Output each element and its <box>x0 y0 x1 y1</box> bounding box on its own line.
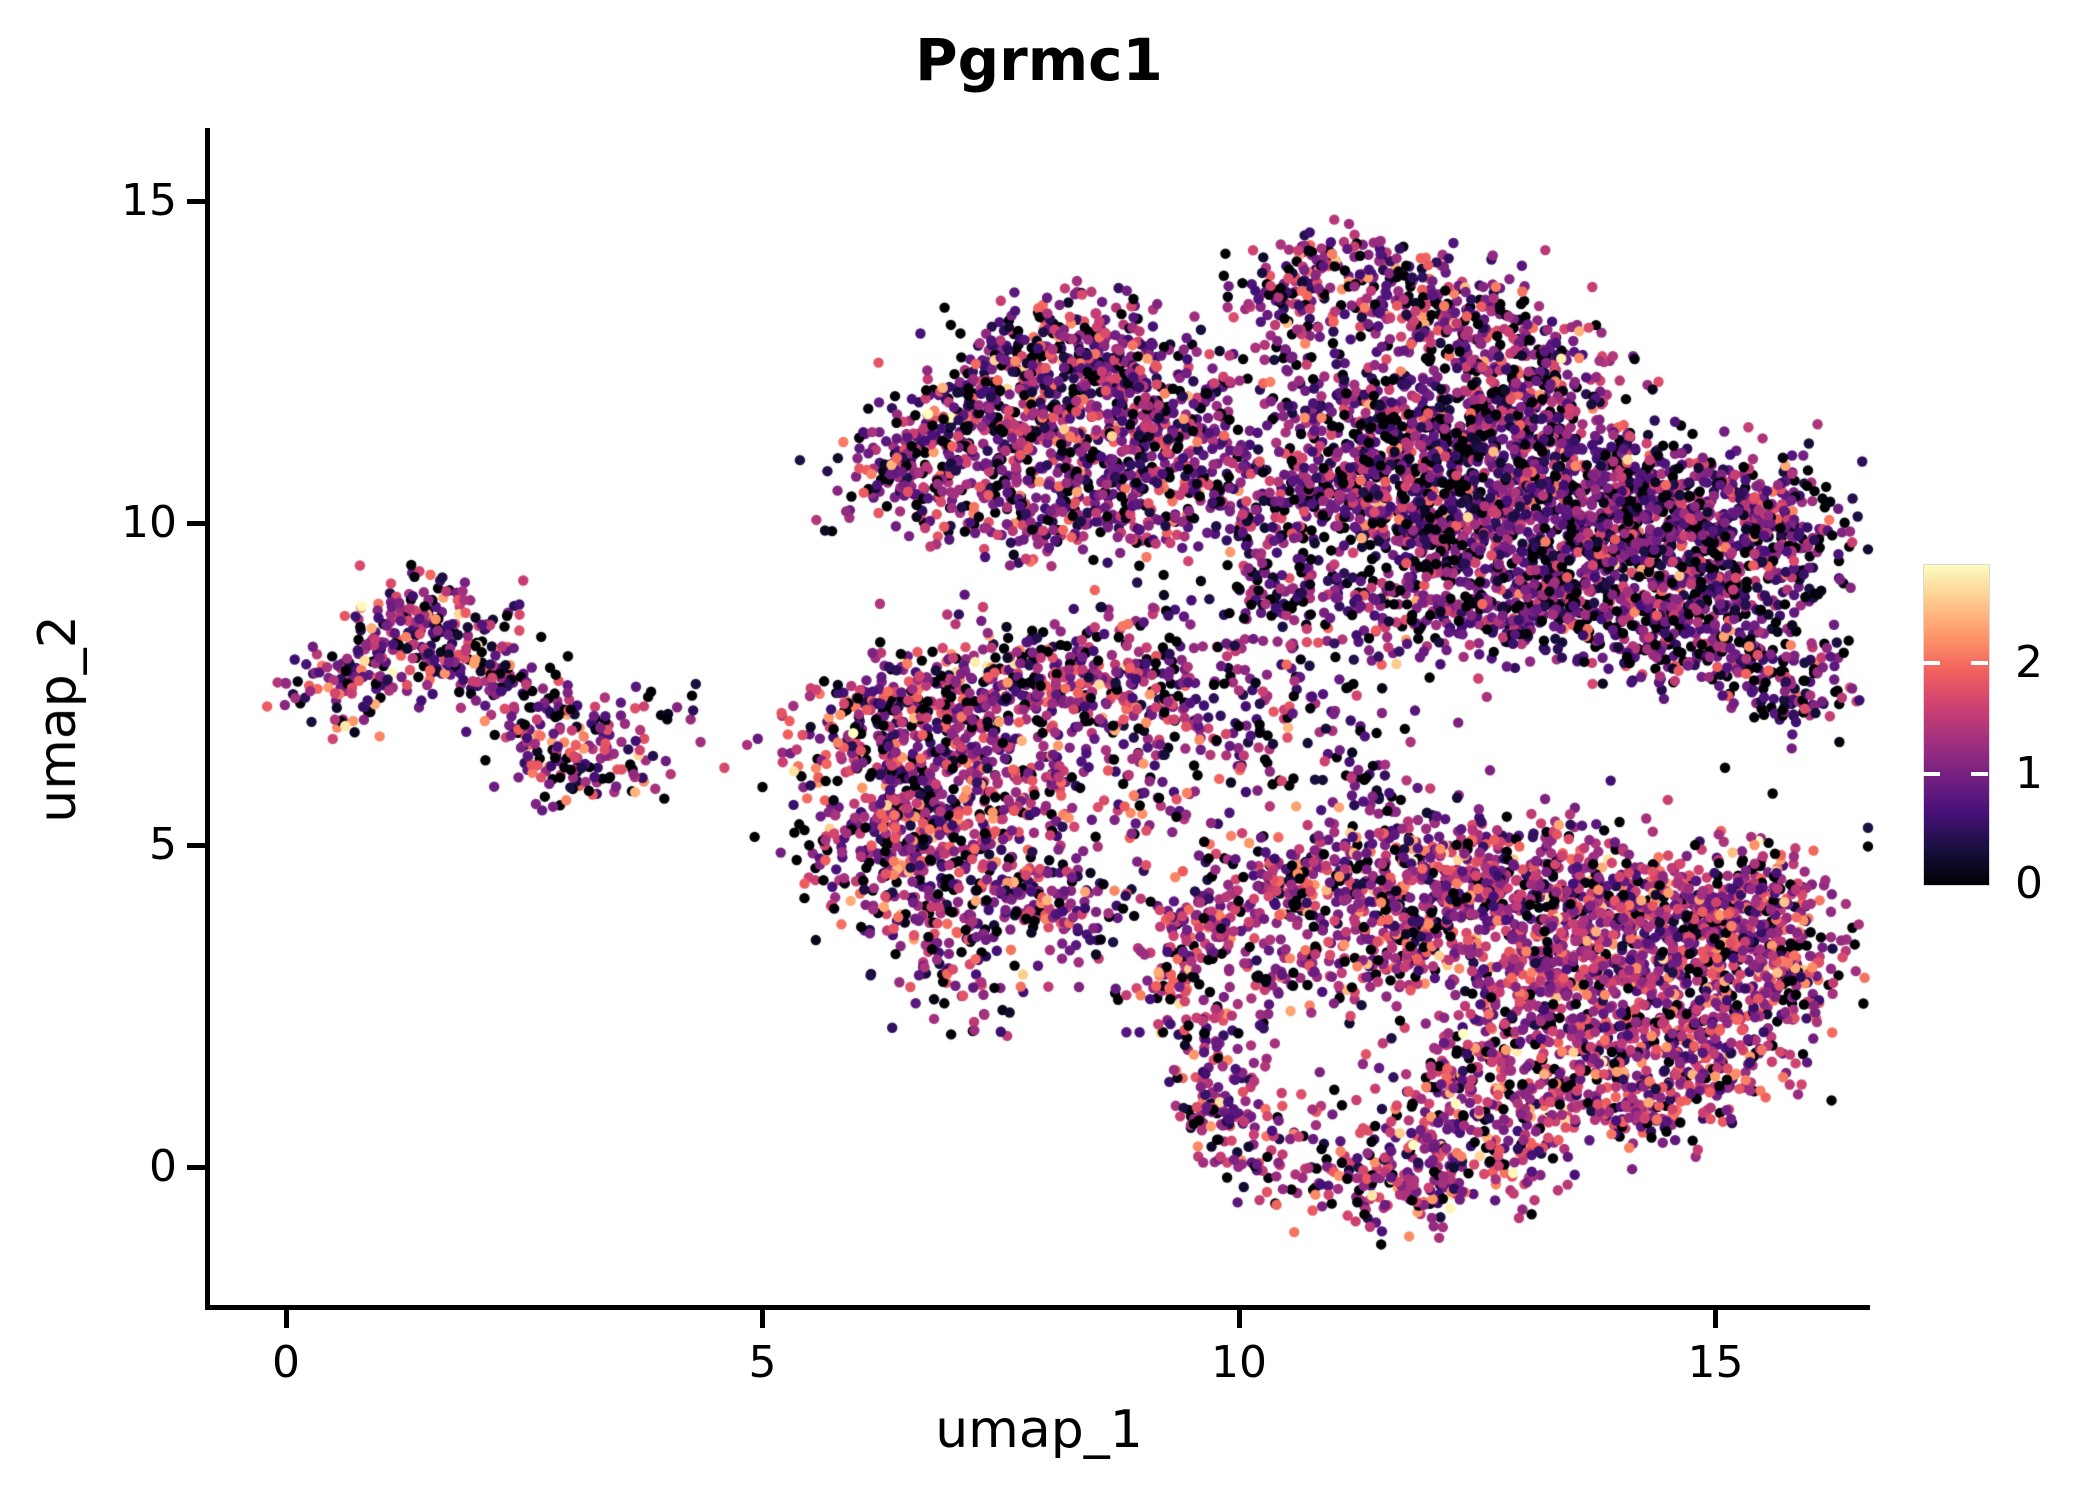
colorbar-tick-dash-right-2 <box>1971 661 1988 666</box>
colorbar-tick-label-0: 0 <box>2015 858 2043 909</box>
y-axis-line <box>205 128 210 1310</box>
x-tick-label-10: 10 <box>1211 1337 1267 1388</box>
y-tick-label-5: 5 <box>149 819 177 870</box>
y-tick-mark-15 <box>187 198 205 204</box>
colorbar-tick-label-2: 2 <box>2015 637 2043 689</box>
x-tick-label-5: 5 <box>748 1337 777 1388</box>
colorbar-gradient <box>1923 564 1990 886</box>
x-tick-mark-5 <box>760 1310 765 1328</box>
colorbar <box>1923 564 1990 886</box>
x-tick-mark-10 <box>1236 1310 1242 1328</box>
y-tick-mark-5 <box>187 842 205 848</box>
colorbar-tick-label-1: 1 <box>2015 747 2043 799</box>
colorbar-tick-dash-right-1 <box>1971 771 1988 776</box>
plot-title: Pgrmc1 <box>915 26 1163 94</box>
x-axis-label: umap_1 <box>935 1400 1143 1460</box>
x-tick-mark-0 <box>283 1310 289 1328</box>
x-tick-mark-15 <box>1713 1310 1718 1328</box>
x-axis-line <box>205 1305 1870 1310</box>
y-axis-label: umap_2 <box>28 615 88 823</box>
y-tick-mark-0 <box>187 1164 205 1170</box>
x-tick-label-15: 15 <box>1687 1337 1744 1388</box>
y-tick-mark-10 <box>187 520 205 526</box>
y-tick-label-15: 15 <box>121 175 177 226</box>
x-tick-label-0: 0 <box>272 1337 300 1388</box>
colorbar-tick-dash-left-1 <box>1923 771 1940 776</box>
colorbar-tick-dash-left-2 <box>1923 661 1940 666</box>
y-tick-label-10: 10 <box>121 497 177 548</box>
y-tick-label-0: 0 <box>149 1141 177 1192</box>
